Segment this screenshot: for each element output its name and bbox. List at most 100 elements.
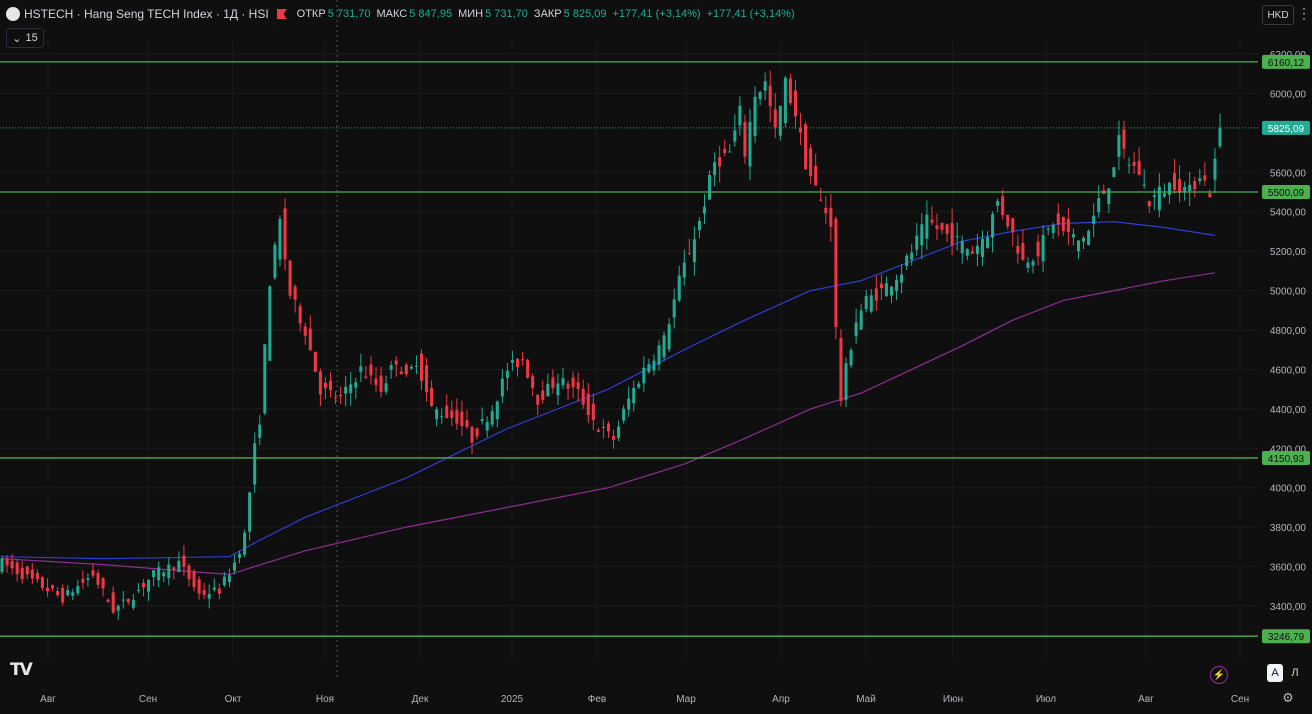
candle-body: [581, 388, 585, 405]
candle-body: [788, 78, 792, 104]
candle-body: [101, 578, 105, 589]
candle-body: [258, 424, 262, 438]
candle-body: [1046, 228, 1050, 230]
candle-body: [96, 572, 100, 585]
candle-body: [945, 224, 949, 234]
candle-body: [975, 245, 979, 254]
candle-body: [991, 214, 995, 238]
candle-body: [1157, 186, 1161, 211]
candle-body: [71, 592, 75, 596]
close-value: 5 825,09: [563, 8, 607, 20]
candle-body: [783, 77, 787, 124]
candle-body: [490, 411, 494, 425]
candle-body: [460, 411, 464, 427]
candle-body: [278, 218, 282, 260]
candle-body: [566, 383, 570, 389]
symbol-title[interactable]: HSTECH · Hang Seng TECH Index · 1Д · HSI: [24, 7, 269, 21]
candle-body: [571, 377, 575, 388]
candle-body: [495, 401, 499, 420]
candle-body: [106, 599, 110, 602]
y-tick-label: 3800,00: [1270, 523, 1307, 534]
candle-body: [708, 175, 712, 200]
candle-body: [465, 420, 469, 427]
candle-body: [1087, 230, 1091, 246]
candle-body: [996, 200, 1000, 206]
candle-body: [576, 382, 580, 390]
candle-body: [197, 579, 201, 594]
candle-body: [965, 249, 969, 256]
candle-body: [323, 382, 327, 389]
candle-body: [864, 295, 868, 310]
candle-body: [369, 364, 373, 376]
candle-body: [121, 599, 125, 601]
candle-body: [637, 383, 641, 388]
candle-body: [35, 572, 39, 580]
candle-body: [672, 299, 676, 318]
candle-body: [960, 240, 964, 254]
candle-body: [829, 208, 833, 227]
candle-body: [930, 219, 934, 223]
candle-body: [1208, 193, 1212, 198]
candle-body: [935, 225, 939, 230]
candle-body: [1061, 216, 1065, 231]
moving-average-line-2: [1, 272, 1215, 576]
y-tick-label: 5600,00: [1270, 168, 1307, 179]
candle-body: [475, 428, 479, 437]
auto-scale-button[interactable]: A: [1267, 664, 1283, 682]
candle-body: [293, 286, 297, 300]
candle-body: [177, 560, 181, 572]
candle-body: [76, 585, 80, 594]
lightning-icon[interactable]: ⚡: [1210, 666, 1228, 684]
candle-body: [1178, 179, 1182, 193]
candle-body: [905, 255, 909, 267]
candle-body: [1203, 175, 1207, 181]
settings-gear-icon[interactable]: ⚙: [1282, 690, 1294, 705]
candle-body: [889, 286, 894, 296]
interval-button[interactable]: ⌄ 15: [6, 28, 44, 48]
candle-body: [617, 426, 621, 439]
more-menu-icon[interactable]: ⋮: [1297, 5, 1311, 21]
candle-body: [1162, 193, 1166, 197]
level-price-label: 6160,12: [1268, 58, 1305, 69]
high-label: МАКС: [376, 8, 408, 20]
level-price-label: 4150,93: [1268, 454, 1305, 465]
candle-body: [824, 207, 828, 214]
candle-body: [15, 562, 19, 575]
candle-body: [1056, 213, 1060, 225]
candle-body: [344, 386, 348, 394]
candle-body: [500, 378, 504, 397]
candle-body: [1198, 178, 1202, 182]
candle-body: [207, 594, 211, 599]
candle-body: [733, 130, 737, 142]
candle-body: [1173, 173, 1177, 190]
candle-body: [1006, 214, 1010, 227]
level-price-label: 3246,79: [1268, 632, 1305, 643]
candle-body: [606, 423, 610, 432]
candle-body: [1031, 261, 1035, 266]
candle-body: [925, 214, 929, 239]
high-value: 5 847,95: [409, 8, 453, 20]
log-scale-button[interactable]: Л: [1291, 667, 1299, 679]
candle-body: [30, 569, 34, 579]
candle-body: [601, 426, 605, 429]
candle-body: [910, 252, 914, 260]
candle-body: [915, 235, 919, 250]
candle-body: [1122, 129, 1126, 149]
candle-body: [819, 199, 823, 201]
open-value: 5 731,70: [327, 8, 371, 20]
currency-button[interactable]: HKD: [1262, 5, 1294, 25]
y-tick-label: 3600,00: [1270, 563, 1307, 574]
flag-icon[interactable]: [276, 9, 287, 19]
candle-body: [612, 436, 616, 440]
candle-body: [61, 587, 65, 603]
candle-body: [753, 96, 757, 136]
candle-body: [879, 283, 883, 289]
y-tick-label: 4400,00: [1270, 405, 1307, 416]
candle-body: [955, 235, 959, 237]
candle-body: [126, 598, 130, 603]
candle-body: [389, 365, 393, 370]
level-price-tag: [1262, 184, 1310, 199]
candle-body: [1213, 158, 1217, 180]
candle-body: [1011, 218, 1015, 233]
